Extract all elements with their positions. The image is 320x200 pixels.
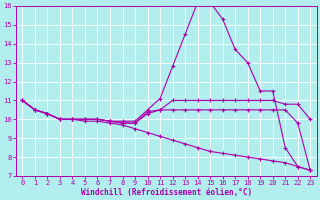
X-axis label: Windchill (Refroidissement éolien,°C): Windchill (Refroidissement éolien,°C) <box>81 188 252 197</box>
